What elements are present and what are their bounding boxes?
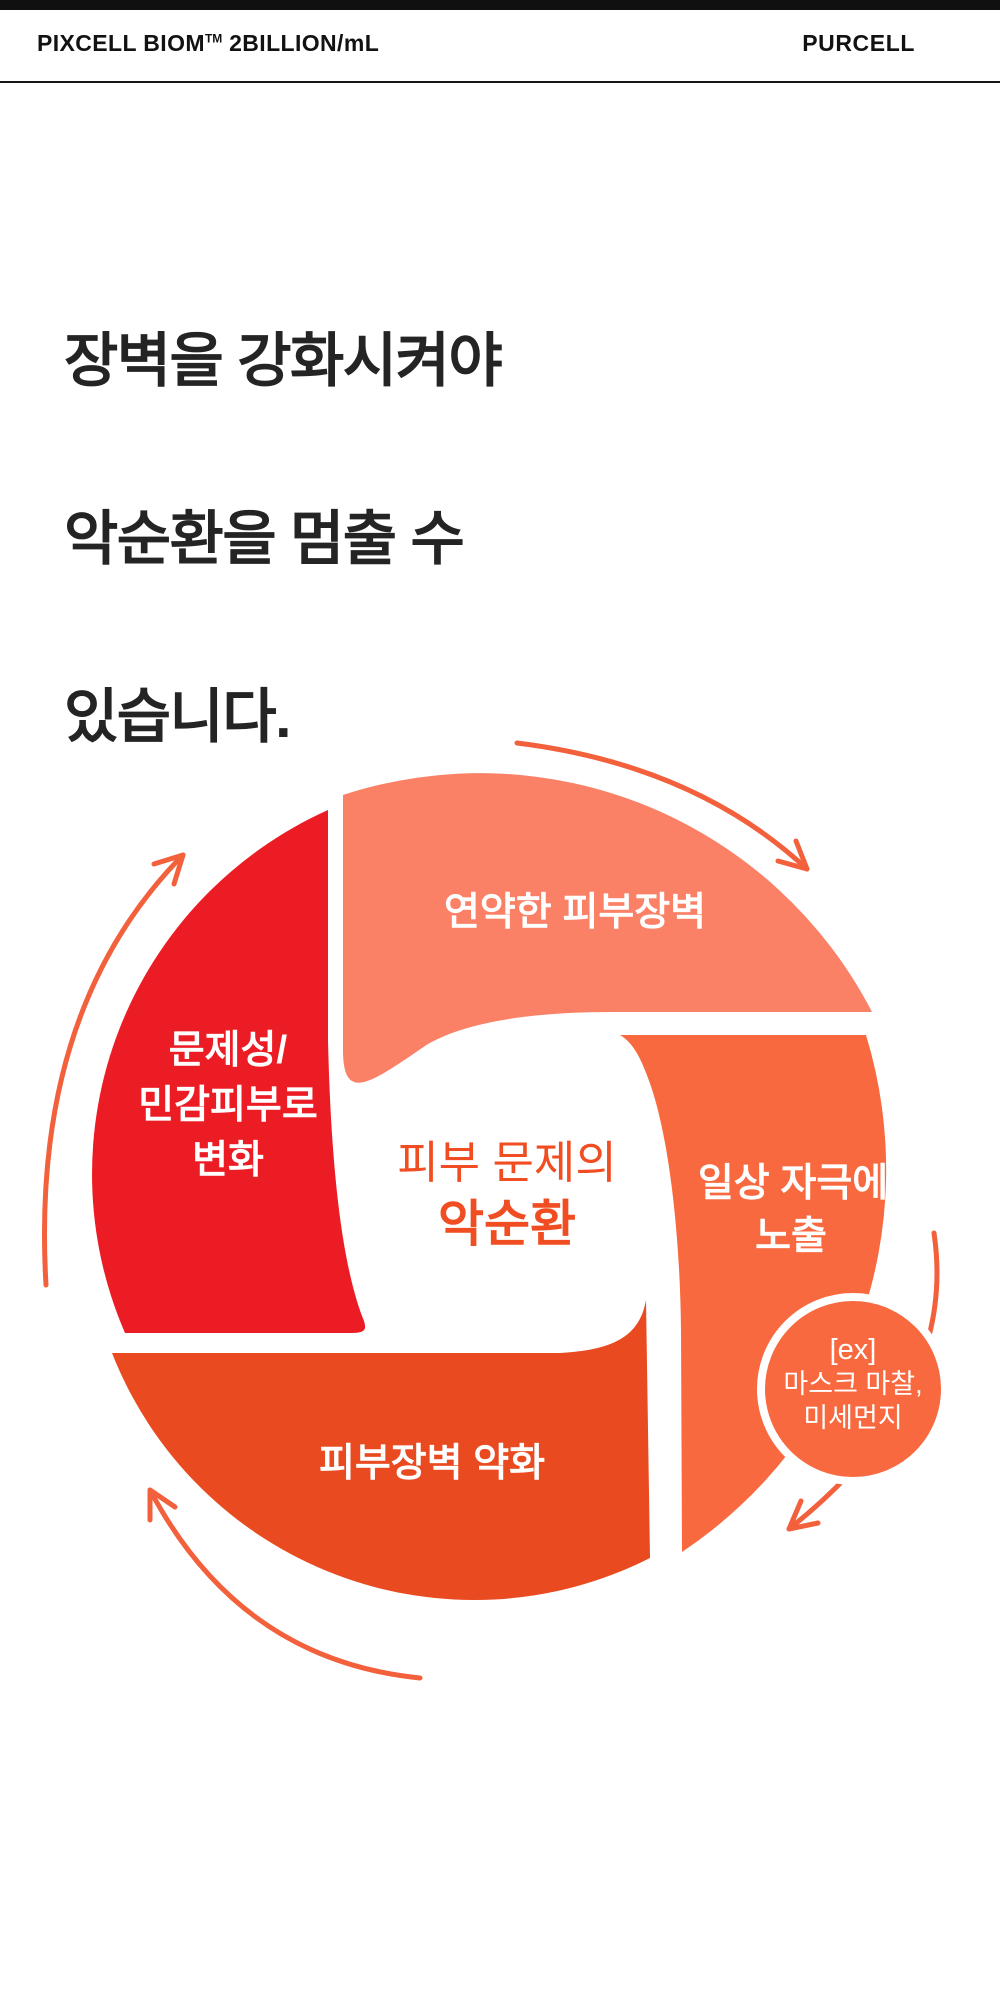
label-weak-skin-barrier: 연약한 피부장벽 (444, 891, 706, 934)
top-black-bar (0, 0, 1000, 10)
brand-right: PURCELL (802, 30, 915, 56)
arrow-top-icon (514, 740, 810, 872)
brand-left-suffix: 2BILLION/mL (222, 30, 380, 56)
label-barrier-weakening: 피부장벽 약화 (319, 1442, 545, 1485)
segment-weak-skin-barrier (343, 773, 872, 1083)
segment-barrier-weakening (112, 1300, 650, 1601)
label-sensitive-skin-line3: 변화 (192, 1139, 264, 1182)
label-daily-irritation-line1: 일상 자극에 (698, 1162, 888, 1205)
segment-daily-irritation (620, 1035, 887, 1552)
example-bubble-line3: 미세먼지 (803, 1403, 902, 1433)
page-title-line3: 있습니다. (64, 684, 292, 750)
label-sensitive-skin-line1: 문제성/ (169, 1029, 288, 1072)
center-label-line1: 피부 문제의 (397, 1137, 617, 1188)
trademark-mark: TM (204, 31, 223, 46)
brand-left: PIXCELL BIOMTM 2BILLION/mL (37, 30, 379, 57)
vicious-cycle-diagram: [ex] 마스크 마찰, 미세먼지 연약한 피부장벽 일상 자극에 노출 피부장… (41, 740, 949, 1681)
arrow-bottom-icon (147, 1487, 423, 1681)
page-title-line2: 악순환을 멈출 수 (64, 506, 465, 572)
page-title-line1: 장벽을 강화시켜야 (64, 328, 503, 394)
arrow-left-icon (41, 852, 186, 1288)
example-bubble-line2: 마스크 마찰, (783, 1369, 922, 1399)
label-daily-irritation-line2: 노출 (755, 1215, 827, 1258)
example-bubble (757, 1293, 949, 1485)
segment-sensitive-skin-change (92, 810, 366, 1333)
header-divider (0, 81, 1000, 83)
center-label-line2: 악순환 (438, 1196, 576, 1252)
label-sensitive-skin-line2: 민감피부로 (138, 1084, 317, 1127)
example-bubble-line1: [ex] (830, 1334, 877, 1366)
header: PIXCELL BIOMTM 2BILLION/mL PURCELL (0, 10, 1000, 81)
page-title: 장벽을 강화시켜야 악순환을 멈출 수 있습니다. (64, 228, 924, 851)
brand-left-main: PIXCELL BIOM (37, 30, 205, 56)
